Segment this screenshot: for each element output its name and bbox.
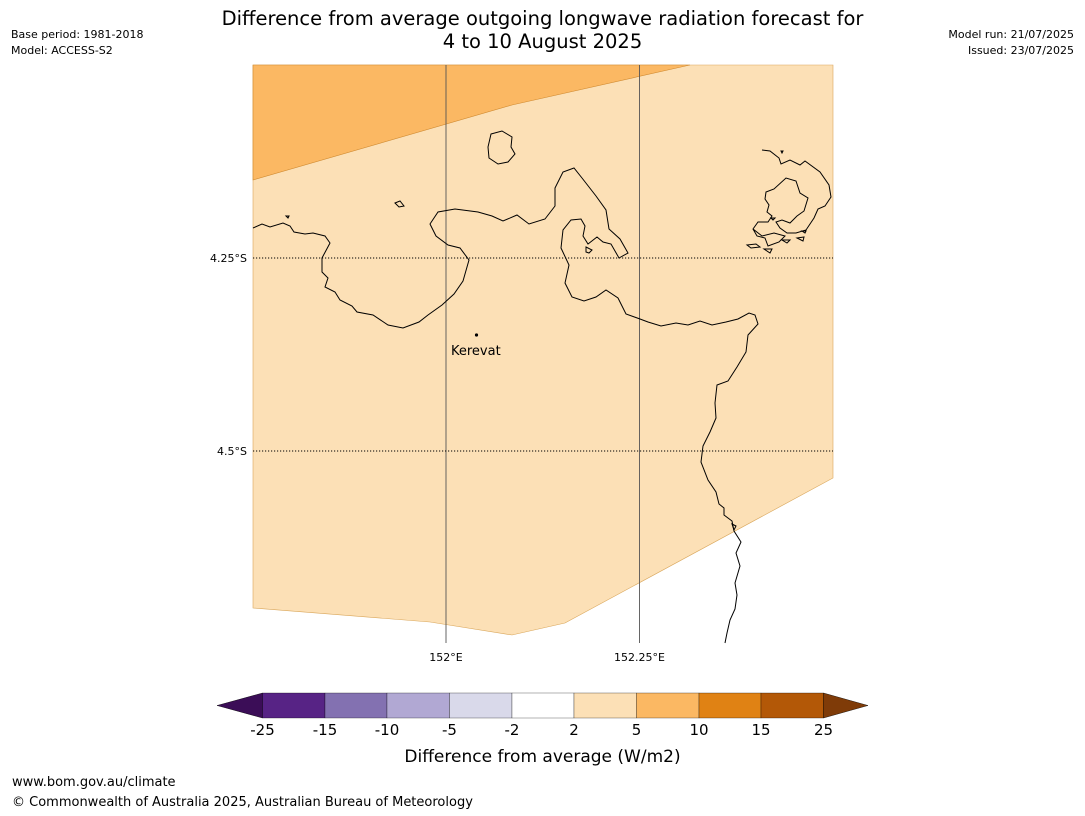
colorbar-label: Difference from average (W/m2) [404,747,680,767]
colorbar-tick: -5 [442,721,457,739]
colorbar-segment [449,692,513,719]
model-text: Model: ACCESS-S2 [11,44,113,57]
colorbar-tick-labels: -25 -15 -10 -5 -2 2 5 10 15 25 [250,721,833,739]
coastline-islet-west-1 [394,200,405,208]
colorbar-segment [573,692,637,719]
header-meta-right: Model run: 21/07/2025 Issued: 23/07/2025 [948,27,1074,59]
coastline-islet-east-1 [745,243,762,249]
coastline-islet-east-5 [769,217,777,221]
colorbar-extend-high [823,692,869,719]
colorbar-tick: -10 [375,721,400,739]
map-title: Difference from average outgoing longwav… [0,7,1085,53]
footer-url: www.bom.gov.au/climate [12,775,176,790]
coastline-islet-small-1 [585,246,593,254]
coastline-island-north [487,130,516,165]
anomaly-area-5-to-10 [252,64,691,181]
colorbar-extend-low [216,692,263,719]
coastline-islet-east-2 [762,248,773,254]
colorbar-segment [760,692,824,719]
title-line-1: Difference from average outgoing longwav… [221,7,864,30]
colorbar-tick: 5 [632,721,642,739]
colorbar-tick: 25 [814,721,833,739]
coastlines [252,130,832,644]
model-run-text: Model run: 21/07/2025 [948,28,1074,41]
colorbar-tick: -15 [313,721,338,739]
colorbar-tick: -25 [250,721,275,739]
colorbar-segment [262,692,326,719]
coastline-islet-west-2 [284,215,290,219]
coastline-inlet-south [731,523,737,532]
colorbar: -25 -15 -10 -5 -2 2 5 10 15 25 Differenc… [216,692,869,767]
graticule [253,65,833,643]
lon-label-152-25: 152.25°E [614,651,665,664]
anomaly-area-2-to-5 [252,64,834,636]
coastline-islet-east-7 [800,230,807,234]
coastline-duke-of-york [752,149,832,247]
kerevat-label: Kerevat [451,344,501,359]
colorbar-tick: 15 [751,721,770,739]
coastline-islet-east-6 [780,150,784,155]
colorbar-tick: 10 [689,721,708,739]
header-meta-left: Base period: 1981-2018 Model: ACCESS-S2 [11,27,143,59]
colorbar-segment [324,692,388,719]
kerevat-marker [474,333,479,337]
base-period-text: Base period: 1981-2018 [11,28,144,41]
lat-label-4-25: 4.25°S [210,252,247,265]
colorbar-segment [511,692,575,719]
colorbar-segment [386,692,450,719]
issued-text: Issued: 23/07/2025 [967,44,1074,57]
title-line-2: 4 to 10 August 2025 [442,30,643,53]
coastline-islet-east-3 [780,239,792,244]
colorbar-tick: 2 [569,721,579,739]
coastline-mainland [252,167,759,644]
colorbar-segment [698,692,762,719]
colorbar-segment [636,692,700,719]
lat-label-4-5: 4.5°S [217,445,247,458]
colorbar-segments [216,692,869,719]
coastline-islet-east-4 [795,236,805,242]
footer-copyright: © Commonwealth of Australia 2025, Austra… [12,795,473,810]
colorbar-tick: -2 [505,721,520,739]
lon-label-152: 152°E [429,651,462,664]
